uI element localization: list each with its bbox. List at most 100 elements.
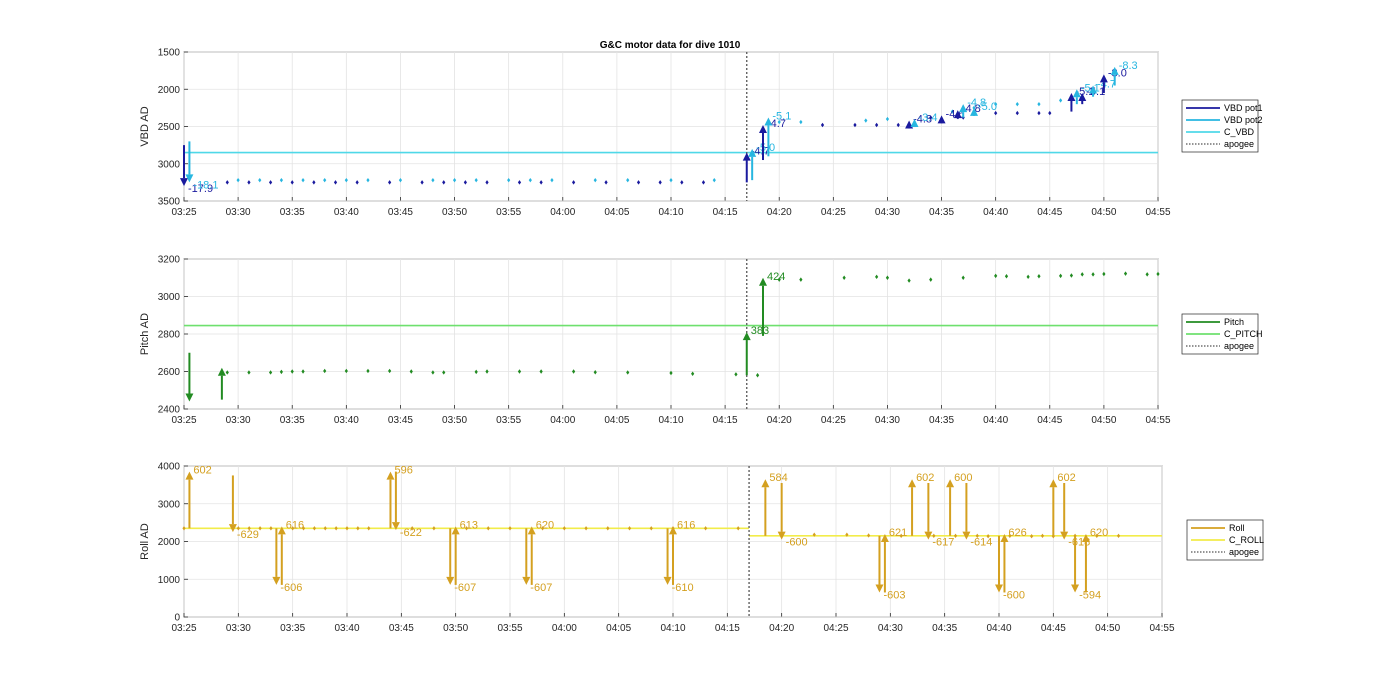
data-point	[236, 177, 240, 183]
data-point	[864, 118, 868, 123]
data-point	[301, 177, 305, 183]
data-point	[225, 180, 229, 185]
data-point	[356, 526, 360, 531]
x-tick-label: 04:50	[1091, 415, 1116, 426]
x-tick-label: 04:45	[1037, 207, 1062, 218]
data-point	[388, 180, 392, 185]
arrow-label: 626	[1008, 527, 1026, 539]
data-point	[562, 526, 566, 531]
arrow-head	[777, 531, 786, 540]
data-point	[279, 369, 283, 375]
arrow-label: -594	[1079, 589, 1101, 601]
data-point	[712, 177, 716, 183]
arrow-head	[995, 584, 1003, 593]
data-point	[853, 122, 857, 128]
data-point	[225, 370, 229, 375]
data-point	[312, 526, 316, 531]
arrow-head	[742, 152, 751, 161]
data-point	[953, 533, 958, 539]
data-point	[409, 369, 413, 374]
arrow-head	[1110, 66, 1119, 75]
data-point	[736, 526, 740, 531]
arrow-head	[1089, 85, 1098, 94]
data-point	[658, 180, 662, 185]
arrow-head	[663, 576, 672, 585]
arrow-head	[180, 178, 188, 187]
data-point	[182, 526, 186, 531]
arrow-head	[937, 115, 946, 124]
arrow-head	[875, 584, 884, 593]
x-tick-label: 04:05	[606, 623, 631, 634]
data-point	[875, 122, 879, 128]
y-tick-label: 2600	[158, 367, 181, 378]
arrow-label: -8.3	[1119, 60, 1138, 72]
data-point	[301, 526, 306, 531]
arrow-head	[185, 471, 194, 480]
arrow-label: 616	[286, 519, 304, 531]
arrow-label: -614	[970, 537, 992, 549]
data-point	[431, 370, 435, 375]
arrow-label: -4.7	[751, 146, 770, 158]
x-tick-label: 03:45	[388, 415, 413, 426]
arrow-label: -607	[454, 582, 476, 594]
data-point	[680, 180, 684, 185]
arrow-head	[748, 148, 757, 157]
arrow-head	[910, 119, 919, 128]
data-point	[1037, 101, 1041, 107]
data-point	[247, 180, 251, 185]
data-point	[517, 180, 522, 185]
data-point	[507, 177, 511, 183]
data-point	[649, 526, 653, 531]
data-point	[867, 533, 871, 538]
data-point	[290, 369, 294, 374]
data-point	[323, 526, 327, 531]
data-point	[247, 370, 251, 375]
arrow-label: 424	[767, 271, 785, 283]
arrow-label: -607	[530, 582, 552, 594]
y-tick-label: 3200	[158, 255, 181, 266]
arrow-head	[953, 110, 962, 119]
legend-label: VBD pot1	[1224, 103, 1263, 113]
arrow-head	[386, 471, 395, 480]
arrow-label: -629	[237, 529, 259, 541]
x-tick-label: 04:55	[1145, 415, 1170, 426]
arrow-head	[880, 533, 889, 542]
y-tick-label: 3000	[158, 159, 181, 170]
x-tick-label: 04:15	[715, 623, 740, 634]
x-tick-label: 04:30	[875, 415, 900, 426]
x-tick-label: 03:35	[280, 415, 305, 426]
data-point	[1091, 272, 1095, 277]
data-point	[701, 180, 706, 185]
arrow-head	[758, 277, 767, 286]
data-point	[279, 177, 283, 183]
x-tick-label: 04:15	[713, 207, 738, 218]
x-tick-label: 04:35	[929, 207, 954, 218]
data-point	[994, 110, 998, 116]
data-point	[485, 369, 489, 374]
arrow-head	[185, 393, 194, 402]
arrow-label: 602	[916, 472, 934, 484]
data-point	[442, 180, 446, 185]
x-tick-label: 03:30	[226, 207, 251, 218]
data-point	[344, 368, 348, 374]
x-tick-label: 04:45	[1037, 415, 1062, 426]
arrow-head	[391, 522, 400, 531]
data-point	[994, 273, 998, 279]
x-tick-label: 04:05	[604, 415, 629, 426]
x-tick-label: 04:10	[658, 207, 683, 218]
x-tick-label: 04:45	[1041, 623, 1066, 634]
x-tick-label: 03:50	[443, 623, 468, 634]
x-tick-label: 03:55	[496, 415, 521, 426]
x-tick-label: 03:25	[171, 207, 196, 218]
x-tick-label: 03:40	[334, 623, 359, 634]
legend-label: apogee	[1224, 139, 1254, 149]
x-tick-label: 03:55	[496, 207, 521, 218]
data-point	[626, 177, 630, 183]
data-point	[755, 373, 760, 378]
data-point	[1037, 274, 1041, 279]
x-tick-label: 04:40	[983, 415, 1008, 426]
x-tick-label: 04:20	[769, 623, 794, 634]
data-point	[1026, 274, 1030, 280]
x-tick-label: 03:40	[334, 415, 359, 426]
y-tick-label: 3000	[158, 292, 181, 303]
